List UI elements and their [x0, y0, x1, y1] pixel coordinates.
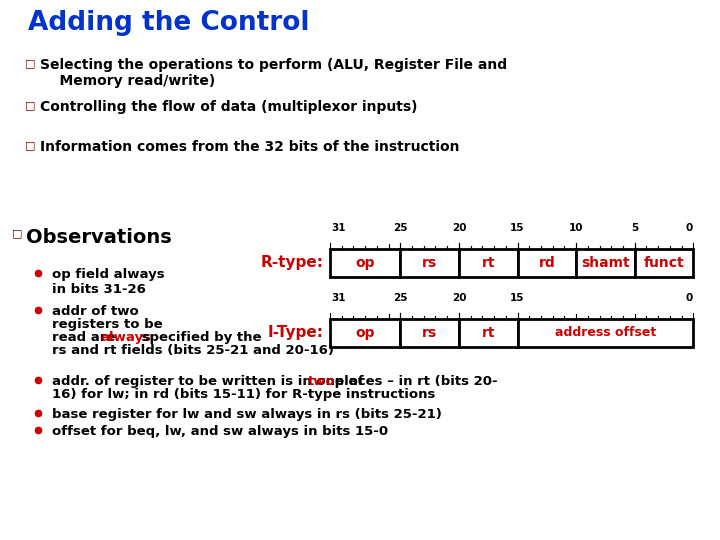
Text: Selecting the operations to perform (ALU, Register File and
    Memory read/writ: Selecting the operations to perform (ALU…	[40, 58, 507, 88]
Text: 10: 10	[569, 223, 583, 233]
Text: 31: 31	[331, 223, 346, 233]
Bar	[459, 319, 518, 347]
Text: read are: read are	[52, 331, 120, 344]
Text: rs: rs	[422, 256, 437, 270]
Text: op field always
in bits 31-26: op field always in bits 31-26	[52, 268, 165, 296]
Text: rt: rt	[482, 326, 495, 340]
Text: 0: 0	[685, 223, 693, 233]
Text: funct: funct	[644, 256, 684, 270]
Text: 16) for lw; in rd (bits 15-11) for R-type instructions: 16) for lw; in rd (bits 15-11) for R-typ…	[52, 388, 436, 401]
Text: 15: 15	[510, 223, 525, 233]
Text: □: □	[25, 100, 35, 110]
Bar	[400, 249, 459, 277]
Text: op: op	[356, 256, 375, 270]
Text: rs and rt fields (bits 25-21 and 20-16): rs and rt fields (bits 25-21 and 20-16)	[52, 344, 334, 357]
Text: specified by the: specified by the	[137, 331, 261, 344]
Text: shamt: shamt	[581, 256, 630, 270]
Text: Information comes from the 32 bits of the instruction: Information comes from the 32 bits of th…	[40, 140, 459, 154]
Text: op: op	[356, 326, 375, 340]
Bar	[518, 319, 693, 347]
Text: 20: 20	[451, 293, 466, 303]
Text: two: two	[308, 375, 336, 388]
Text: 25: 25	[393, 293, 408, 303]
Text: □: □	[25, 140, 35, 150]
Text: 0: 0	[685, 293, 693, 303]
Text: always: always	[100, 331, 151, 344]
Bar	[635, 249, 693, 277]
Text: R-type:: R-type:	[261, 255, 324, 271]
Text: addr. of register to be written is in one of: addr. of register to be written is in on…	[52, 375, 369, 388]
Text: rt: rt	[482, 256, 495, 270]
Bar	[400, 319, 459, 347]
Text: Observations: Observations	[26, 228, 172, 247]
Text: 15: 15	[510, 293, 525, 303]
Text: □: □	[12, 228, 22, 238]
Text: rd: rd	[539, 256, 555, 270]
Text: offset for beq, lw, and sw always in bits 15-0: offset for beq, lw, and sw always in bit…	[52, 425, 388, 438]
Text: address offset: address offset	[555, 327, 656, 340]
Text: rs: rs	[422, 326, 437, 340]
Bar	[330, 319, 400, 347]
Text: I-Type:: I-Type:	[268, 326, 324, 341]
Text: Adding the Control: Adding the Control	[28, 10, 310, 36]
Text: addr of two: addr of two	[52, 305, 139, 318]
Bar	[518, 249, 576, 277]
Text: 25: 25	[393, 223, 408, 233]
Text: 5: 5	[631, 223, 639, 233]
Text: Controlling the flow of data (multiplexor inputs): Controlling the flow of data (multiplexo…	[40, 100, 418, 114]
Bar	[576, 249, 635, 277]
Text: base register for lw and sw always in rs (bits 25-21): base register for lw and sw always in rs…	[52, 408, 442, 421]
Text: registers to be: registers to be	[52, 318, 163, 331]
Bar	[330, 249, 400, 277]
Bar	[459, 249, 518, 277]
Text: places – in rt (bits 20-: places – in rt (bits 20-	[330, 375, 498, 388]
Text: 31: 31	[331, 293, 346, 303]
Text: □: □	[25, 58, 35, 68]
Text: 20: 20	[451, 223, 466, 233]
